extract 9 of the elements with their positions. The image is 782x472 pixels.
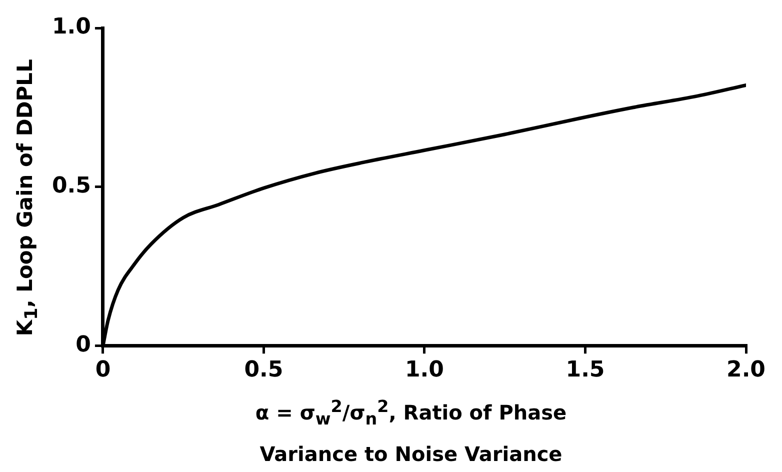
x-tick-label: 1.0 bbox=[404, 358, 444, 383]
y-tick-label: 0 bbox=[76, 332, 91, 358]
x-tick-label: 0 bbox=[95, 358, 111, 383]
x-tick-label: 1.5 bbox=[566, 358, 605, 383]
y-tick-label: 1.0 bbox=[52, 14, 91, 40]
x-tick-label: 0.5 bbox=[244, 358, 284, 383]
y-tick-label: 0.5 bbox=[52, 174, 91, 199]
x-axis-title: α = σ$_{w}$$^{2}$/σ$_{n}$$^{2}$, Ratio of Phase Variance to Noise Variance bbox=[254, 396, 568, 468]
x-tick-label: 2.0 bbox=[726, 358, 766, 383]
